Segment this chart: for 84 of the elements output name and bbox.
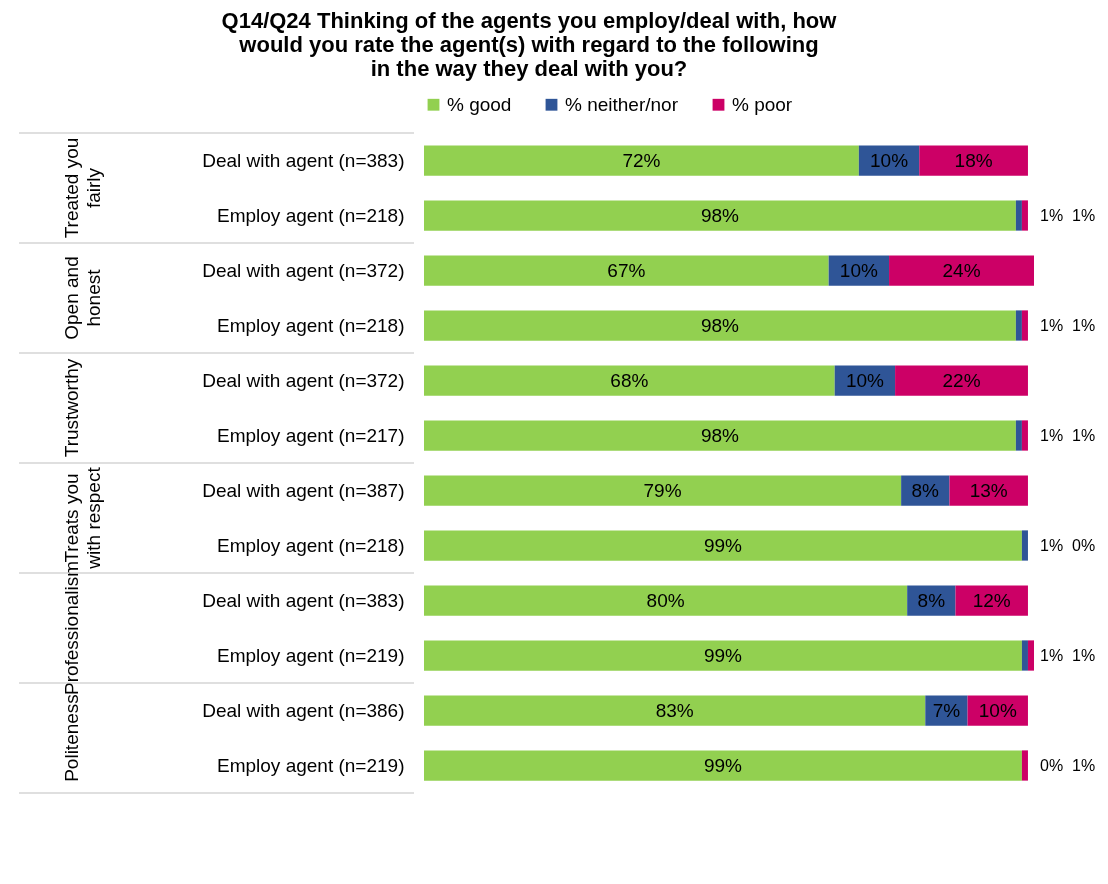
data-label: 99% bbox=[703, 754, 743, 776]
data-label: 22% bbox=[942, 369, 981, 391]
bar bbox=[955, 585, 1028, 616]
data-label: 18% bbox=[954, 149, 993, 171]
data-label: 0% bbox=[1040, 756, 1064, 774]
data-label: 24% bbox=[942, 259, 981, 281]
data-label: 98% bbox=[700, 424, 740, 446]
y-tick-label: Employ agent (n=219) bbox=[217, 754, 405, 776]
bar bbox=[424, 530, 1022, 561]
data-label: 1% bbox=[1072, 756, 1096, 774]
data-label: 1% bbox=[1040, 426, 1064, 444]
bar bbox=[1021, 750, 1028, 781]
data-label: 7% bbox=[932, 699, 961, 721]
text: Politeness bbox=[61, 694, 82, 782]
data-label: 12% bbox=[972, 589, 1011, 611]
data-label: 98% bbox=[700, 204, 740, 226]
y-tick-label: Deal with agent (n=387) bbox=[202, 479, 405, 501]
data-label: 10% bbox=[870, 149, 909, 171]
data-label: 1% bbox=[1040, 206, 1064, 224]
bar bbox=[1015, 310, 1022, 341]
legend-label: % good bbox=[447, 93, 512, 115]
data-label: 99% bbox=[703, 644, 743, 666]
bar bbox=[919, 145, 1028, 176]
y-tick-label: Deal with agent (n=383) bbox=[202, 589, 405, 611]
bar bbox=[1015, 200, 1022, 231]
bar bbox=[1021, 420, 1028, 451]
bar bbox=[424, 365, 835, 396]
bar bbox=[1021, 200, 1028, 231]
bar bbox=[889, 255, 1034, 286]
data-label: 1% bbox=[1072, 206, 1096, 224]
data-label: 1% bbox=[1040, 316, 1064, 334]
bar bbox=[1021, 310, 1028, 341]
y-tick-label: Employ agent (n=218) bbox=[217, 314, 405, 336]
text: Treated you fairly bbox=[61, 137, 104, 239]
text: Open and honest bbox=[61, 256, 104, 340]
bar bbox=[925, 695, 968, 726]
bar bbox=[424, 420, 1016, 451]
y-tick-label: Deal with agent (n=372) bbox=[202, 259, 405, 281]
bar bbox=[424, 640, 1022, 671]
bar bbox=[424, 585, 908, 616]
data-label: 8% bbox=[911, 479, 940, 501]
data-label: 80% bbox=[646, 589, 685, 611]
y-tick-label: Employ agent (n=217) bbox=[217, 424, 405, 446]
bar bbox=[1027, 640, 1034, 671]
bar bbox=[424, 145, 859, 176]
bar bbox=[424, 200, 1016, 231]
y-tick-label: Deal with agent (n=383) bbox=[202, 149, 405, 171]
data-label: 1% bbox=[1072, 646, 1096, 664]
bar bbox=[424, 695, 926, 726]
y-tick-label: Deal with agent (n=372) bbox=[202, 369, 405, 391]
data-label: 72% bbox=[622, 149, 661, 171]
y-tick-label: Employ agent (n=218) bbox=[217, 534, 405, 556]
data-label: 1% bbox=[1040, 536, 1064, 554]
data-label: 0% bbox=[1072, 536, 1096, 554]
data-label: 1% bbox=[1072, 316, 1096, 334]
bar bbox=[424, 750, 1022, 781]
bar bbox=[424, 255, 829, 286]
chart-title: Q14/Q24 Thinking of the agents you employ/deal with, how would you rate the agent(s) with regard to the following in the way they deal with you? bbox=[221, 8, 838, 81]
y-tick-label: Deal with agent (n=386) bbox=[202, 699, 405, 721]
bar bbox=[1021, 640, 1028, 671]
data-label: 1% bbox=[1040, 646, 1064, 664]
data-label: 83% bbox=[655, 699, 694, 721]
data-label: 68% bbox=[610, 369, 649, 391]
y-tick-label: Employ agent (n=218) bbox=[217, 204, 405, 226]
data-label: 98% bbox=[700, 314, 740, 336]
bar bbox=[424, 475, 902, 506]
bar bbox=[895, 365, 1028, 396]
data-label: 13% bbox=[969, 479, 1008, 501]
data-label: 10% bbox=[845, 369, 885, 391]
data-label: 10% bbox=[839, 259, 878, 281]
data-label: 67% bbox=[607, 259, 646, 281]
data-label: 1% bbox=[1072, 426, 1096, 444]
text: Trustworthy bbox=[61, 358, 82, 458]
bar bbox=[424, 310, 1016, 341]
bar bbox=[1015, 420, 1022, 451]
data-label: 10% bbox=[978, 699, 1017, 721]
data-label: 99% bbox=[703, 534, 743, 556]
bar bbox=[949, 475, 1028, 506]
y-tick-label: Employ agent (n=219) bbox=[217, 644, 405, 666]
legend-label: % poor bbox=[732, 93, 793, 115]
legend-label: % neither/nor bbox=[565, 93, 679, 115]
data-label: 79% bbox=[643, 479, 682, 501]
data-label: 8% bbox=[917, 589, 946, 611]
bar bbox=[1021, 530, 1028, 561]
